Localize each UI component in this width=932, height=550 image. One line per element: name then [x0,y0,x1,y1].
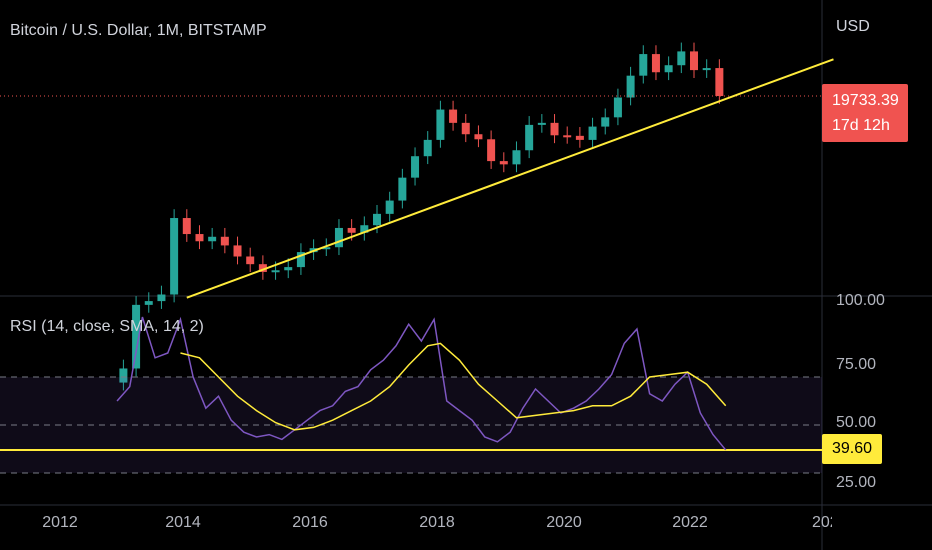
candle [525,124,534,151]
last-price-value: 19733.39 [832,92,899,109]
x-tick-2012: 2012 [42,514,78,531]
x-tick-2022: 2022 [672,514,708,531]
candle [334,227,343,248]
candle [449,109,458,123]
candle [575,135,584,140]
candle [651,54,660,73]
currency-label: USD [836,18,870,35]
rsi-ma-line [180,342,727,431]
candle [220,236,229,246]
candle [613,97,622,118]
candle [474,134,483,140]
bar-countdown: 17d 12h [832,117,890,134]
candle [144,301,153,305]
rsi-tick-25: 25.00 [836,474,877,491]
x-tick-2016: 2016 [292,514,328,531]
x-tick-2014: 2014 [165,514,201,531]
rsi-title: RSI (14, close, SMA, 14, 2) [10,318,204,335]
candle [246,256,255,265]
candle [715,68,724,96]
candle [436,109,445,140]
candle [208,236,217,242]
candle [284,267,293,271]
candle [157,294,166,302]
last-price-label: 19733.39 17d 12h [822,84,908,142]
price-pane[interactable] [0,42,834,391]
candle [360,225,369,233]
candle [588,126,597,140]
candle [461,122,470,135]
candle [373,213,381,226]
candle [182,218,191,235]
candle [233,245,242,257]
rsi-current-label: 39.60 [822,434,882,464]
candle [626,75,635,98]
candle [690,51,698,71]
candle [296,252,305,268]
x-tick-2020: 2020 [546,514,582,531]
rsi-tick-50: 50.00 [836,414,877,431]
candle [271,270,280,273]
rsi-tick-75: 75.00 [836,356,877,373]
rsi-pane[interactable] [0,316,822,474]
rsi-line [116,316,727,451]
candle [677,51,686,66]
candle [702,68,711,71]
candle [411,156,420,178]
candle [512,150,521,165]
candle [423,139,432,157]
candle [195,234,204,242]
trendline [186,58,834,299]
candle [347,227,356,233]
chart-title: Bitcoin / U.S. Dollar, 1M, BITSTAMP [10,22,267,39]
candle [119,368,128,383]
x-tick-2024: 2024 [812,514,832,531]
candle [601,117,610,127]
rsi-tick-100: 100.00 [836,292,885,309]
candle [487,139,496,162]
candle [322,247,331,250]
candle [664,65,673,73]
candle [170,218,179,295]
x-tick-2018: 2018 [419,514,455,531]
candle [385,200,394,214]
candle [132,304,141,369]
candle [499,161,508,165]
candle [563,135,572,138]
candle [258,264,267,272]
candle [550,122,559,136]
candle [537,122,546,125]
candle [398,177,407,201]
candle [639,54,648,76]
